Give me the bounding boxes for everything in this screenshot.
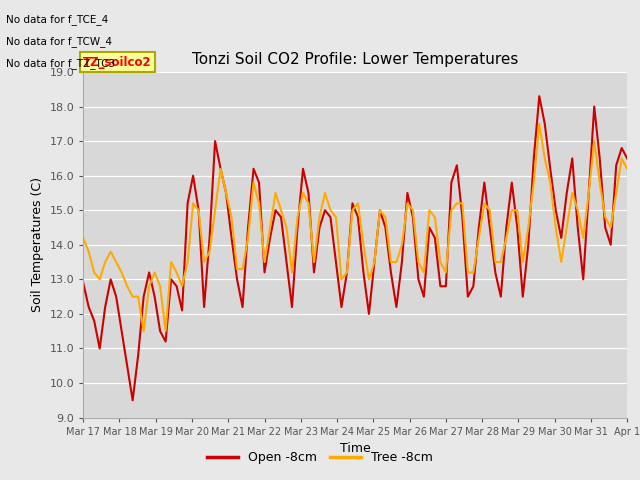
Tree -8cm [623,166,631,172]
Tree -8cm [140,328,147,334]
Tree -8cm [189,201,197,206]
Text: No data for f_TCE_4: No data for f_TCE_4 [6,14,109,25]
Text: TZ_soilco2: TZ_soilco2 [83,56,152,69]
Open -8cm [79,280,87,286]
Open -8cm [409,214,417,220]
Tree -8cm [536,121,543,127]
Tree -8cm [607,225,614,230]
Open -8cm [623,156,631,161]
Title: Tonzi Soil CO2 Profile: Lower Temperatures: Tonzi Soil CO2 Profile: Lower Temperatur… [192,52,518,67]
Tree -8cm [365,276,372,282]
Line: Open -8cm: Open -8cm [83,96,627,400]
X-axis label: Time: Time [340,442,371,455]
Text: No data for f_TZ_TC3: No data for f_TZ_TC3 [6,58,116,69]
Tree -8cm [590,138,598,144]
Tree -8cm [79,235,87,241]
Tree -8cm [409,207,417,213]
Line: Tree -8cm: Tree -8cm [83,124,627,331]
Legend: Open -8cm, Tree -8cm: Open -8cm, Tree -8cm [202,446,438,469]
Open -8cm [607,242,614,248]
Open -8cm [211,138,219,144]
Open -8cm [189,173,197,179]
Open -8cm [536,93,543,99]
Open -8cm [365,311,372,317]
Y-axis label: Soil Temperatures (C): Soil Temperatures (C) [31,177,44,312]
Tree -8cm [211,207,219,213]
Open -8cm [129,397,136,403]
Text: No data for f_TCW_4: No data for f_TCW_4 [6,36,113,47]
Open -8cm [590,104,598,109]
